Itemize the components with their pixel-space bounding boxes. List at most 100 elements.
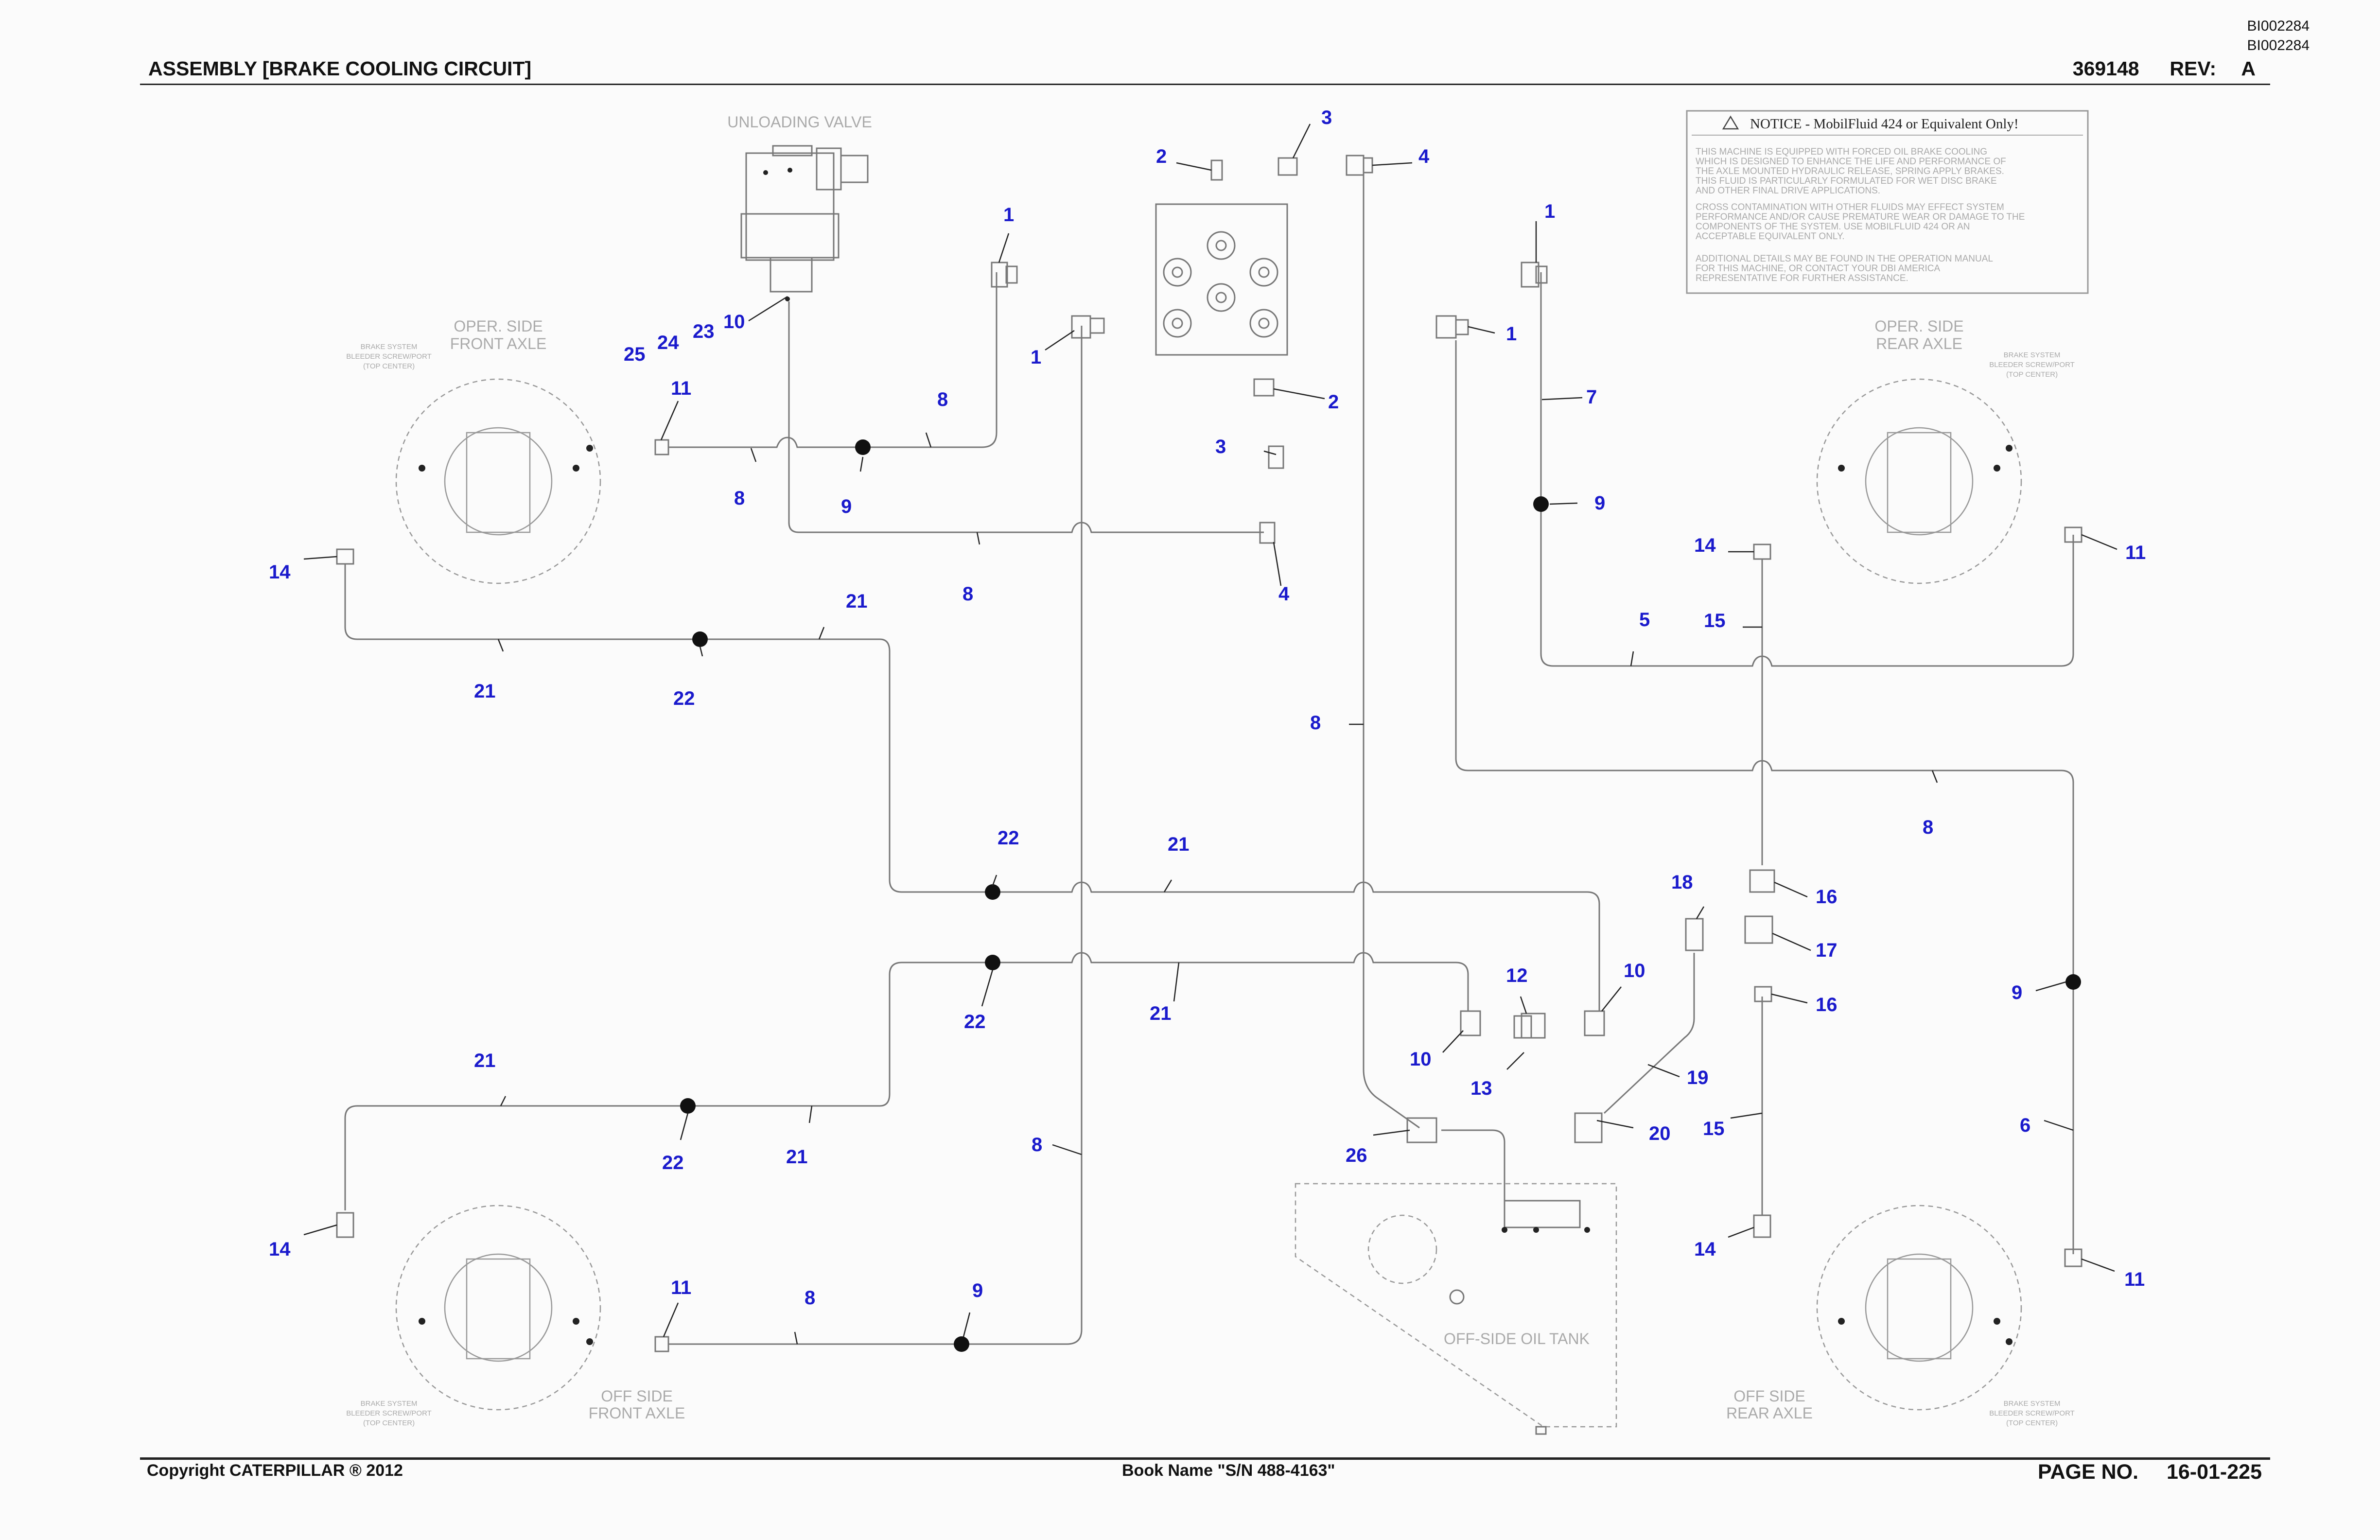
page-number-label: PAGE NO. <box>2037 1460 2139 1484</box>
page-number-value: 16-01-225 <box>2166 1460 2262 1484</box>
revision-block: 369148 REV: A <box>2073 57 2256 80</box>
callout: 20 <box>1649 1123 1671 1144</box>
oil-tank <box>1295 1183 1617 1435</box>
document-id-2: BI002284 <box>2247 37 2310 53</box>
component-labels: UNLOADING VALVE OPER. SIDE FRONT AXLE OP… <box>346 113 2075 1427</box>
callouts: 3 2 4 1 10 23 24 25 11 8 1 8 9 8 4 2 3 1… <box>269 107 2146 1309</box>
callout: 1 <box>1544 201 1555 222</box>
callout: 16 <box>1816 886 1838 908</box>
callout: 7 <box>1586 386 1597 408</box>
copyright-notice: Copyright CATERPILLAR ® 2012 <box>147 1461 403 1480</box>
callout: 11 <box>2124 1269 2145 1290</box>
fittings <box>336 155 2082 1352</box>
callout: 21 <box>1150 1003 1172 1024</box>
notice-para2-line4: ACCEPTABLE EQUIVALENT ONLY. <box>1696 231 1845 242</box>
callout: 8 <box>1923 817 1933 838</box>
callout: 21 <box>474 681 496 702</box>
label-rear-off-2: REAR AXLE <box>1726 1404 1813 1422</box>
label-front-off-1: OFF SIDE <box>601 1387 673 1405</box>
callout: 13 <box>1470 1078 1492 1099</box>
header-divider <box>140 84 2270 85</box>
axle-front-off <box>395 1205 601 1411</box>
callout: 11 <box>671 1277 691 1298</box>
bleeder-note-ff-2: BLEEDER SCREW/PORT <box>346 1409 432 1418</box>
notice-para1-line4: THIS FLUID IS PARTICULARLY FORMULATED FO… <box>1696 176 1997 186</box>
bleeder-note-rf-2: BLEEDER SCREW/PORT <box>1989 1409 2075 1418</box>
page-number: PAGE NO. 16-01-225 <box>2038 1460 2262 1484</box>
label-oil-tank: OFF-SIDE OIL TANK <box>1444 1330 1590 1348</box>
callout: 14 <box>1694 1239 1716 1260</box>
callout: 26 <box>1346 1145 1367 1166</box>
callout: 15 <box>1703 1118 1725 1139</box>
callout: 15 <box>1704 610 1726 631</box>
notice-para3-line3: REPRESENTATIVE FOR FURTHER ASSISTANCE. <box>1696 273 1908 283</box>
callout: 10 <box>1624 960 1645 981</box>
label-front-oper-1: OPER. SIDE <box>454 317 542 335</box>
part-number: 369148 <box>2072 57 2139 80</box>
bleeder-note-ro-1: BRAKE SYSTEM <box>2004 351 2061 359</box>
callout: 1 <box>1031 347 1041 368</box>
callout: 4 <box>1278 583 1290 605</box>
axle-front-oper <box>395 378 601 584</box>
bleeder-note-ro-2: BLEEDER SCREW/PORT <box>1989 361 2075 369</box>
hose-lines <box>344 168 2074 1345</box>
label-rear-off-1: OFF SIDE <box>1733 1387 1805 1405</box>
callout: 22 <box>662 1152 684 1173</box>
callout: 21 <box>786 1146 808 1168</box>
document-id-1: BI002284 <box>2247 18 2310 34</box>
revision-label: REV: <box>2170 57 2217 80</box>
callout: 8 <box>1310 712 1321 734</box>
label-unloading-valve: UNLOADING VALVE <box>727 113 872 131</box>
callout: 22 <box>673 688 695 709</box>
callout: 24 <box>657 332 679 353</box>
callout: 1 <box>1003 204 1014 226</box>
notice-para3-line2: FOR THIS MACHINE, OR CONTACT YOUR DBI AM… <box>1696 263 1941 274</box>
callout: 2 <box>1328 391 1339 413</box>
bleeder-note-fo-2: BLEEDER SCREW/PORT <box>346 352 432 361</box>
revision-value: A <box>2241 57 2256 80</box>
manifold-block <box>1155 203 1288 356</box>
callout: 10 <box>1410 1049 1432 1070</box>
callout: 21 <box>846 591 868 612</box>
callout: 22 <box>964 1011 986 1032</box>
footer-divider <box>140 1457 2270 1460</box>
bleeder-note-ff-1: BRAKE SYSTEM <box>361 1400 418 1408</box>
notice-para1-line5: AND OTHER FINAL DRIVE APPLICATIONS. <box>1696 186 1880 196</box>
callout: 10 <box>723 311 745 332</box>
callout: 21 <box>474 1050 496 1071</box>
notice-para2-line1: CROSS CONTAMINATION WITH OTHER FLUIDS MA… <box>1696 202 2004 212</box>
bleeder-note-fo-3: (TOP CENTER) <box>363 362 415 370</box>
notice-para2-line2: PERFORMANCE AND/OR CAUSE PREMATURE WEAR … <box>1696 212 2025 222</box>
callout: 3 <box>1321 107 1332 128</box>
page-title: ASSEMBLY [BRAKE COOLING CIRCUIT] <box>148 57 532 80</box>
callout: 22 <box>998 827 1019 849</box>
callout: 21 <box>1168 834 1190 855</box>
bleeder-note-fo-1: BRAKE SYSTEM <box>361 343 418 351</box>
callout: 17 <box>1816 940 1838 961</box>
callout: 8 <box>734 488 745 509</box>
callout: 11 <box>2125 542 2146 563</box>
callout: 14 <box>269 561 291 583</box>
callout: 5 <box>1639 609 1650 630</box>
callout: 3 <box>1215 436 1226 457</box>
bleeder-note-ff-3: (TOP CENTER) <box>363 1419 415 1427</box>
notice-title: NOTICE - MobilFluid 424 or Equivalent On… <box>1750 116 2019 132</box>
notice-box: NOTICE - MobilFluid 424 or Equivalent On… <box>1686 110 2089 294</box>
callout: 9 <box>2012 982 2022 1003</box>
callout: 4 <box>1418 146 1430 167</box>
callout: 11 <box>671 378 691 399</box>
callout: 8 <box>962 583 973 605</box>
callout: 9 <box>841 496 852 517</box>
label-front-off-2: FRONT AXLE <box>589 1404 685 1422</box>
callout: 16 <box>1816 994 1838 1015</box>
callout: 19 <box>1687 1067 1709 1088</box>
callout: 25 <box>624 344 646 365</box>
document-id-block: BI002284 BI002284 <box>2247 17 2310 55</box>
callout: 1 <box>1506 323 1517 345</box>
callout: 14 <box>269 1239 291 1260</box>
label-rear-oper-1: OPER. SIDE <box>1874 317 1963 335</box>
callout: 2 <box>1156 146 1167 167</box>
notice-para2-line3: COMPONENTS OF THE SYSTEM. USE MOBILFLUID… <box>1696 222 1970 232</box>
bleeder-note-rf-1: BRAKE SYSTEM <box>2004 1400 2061 1408</box>
